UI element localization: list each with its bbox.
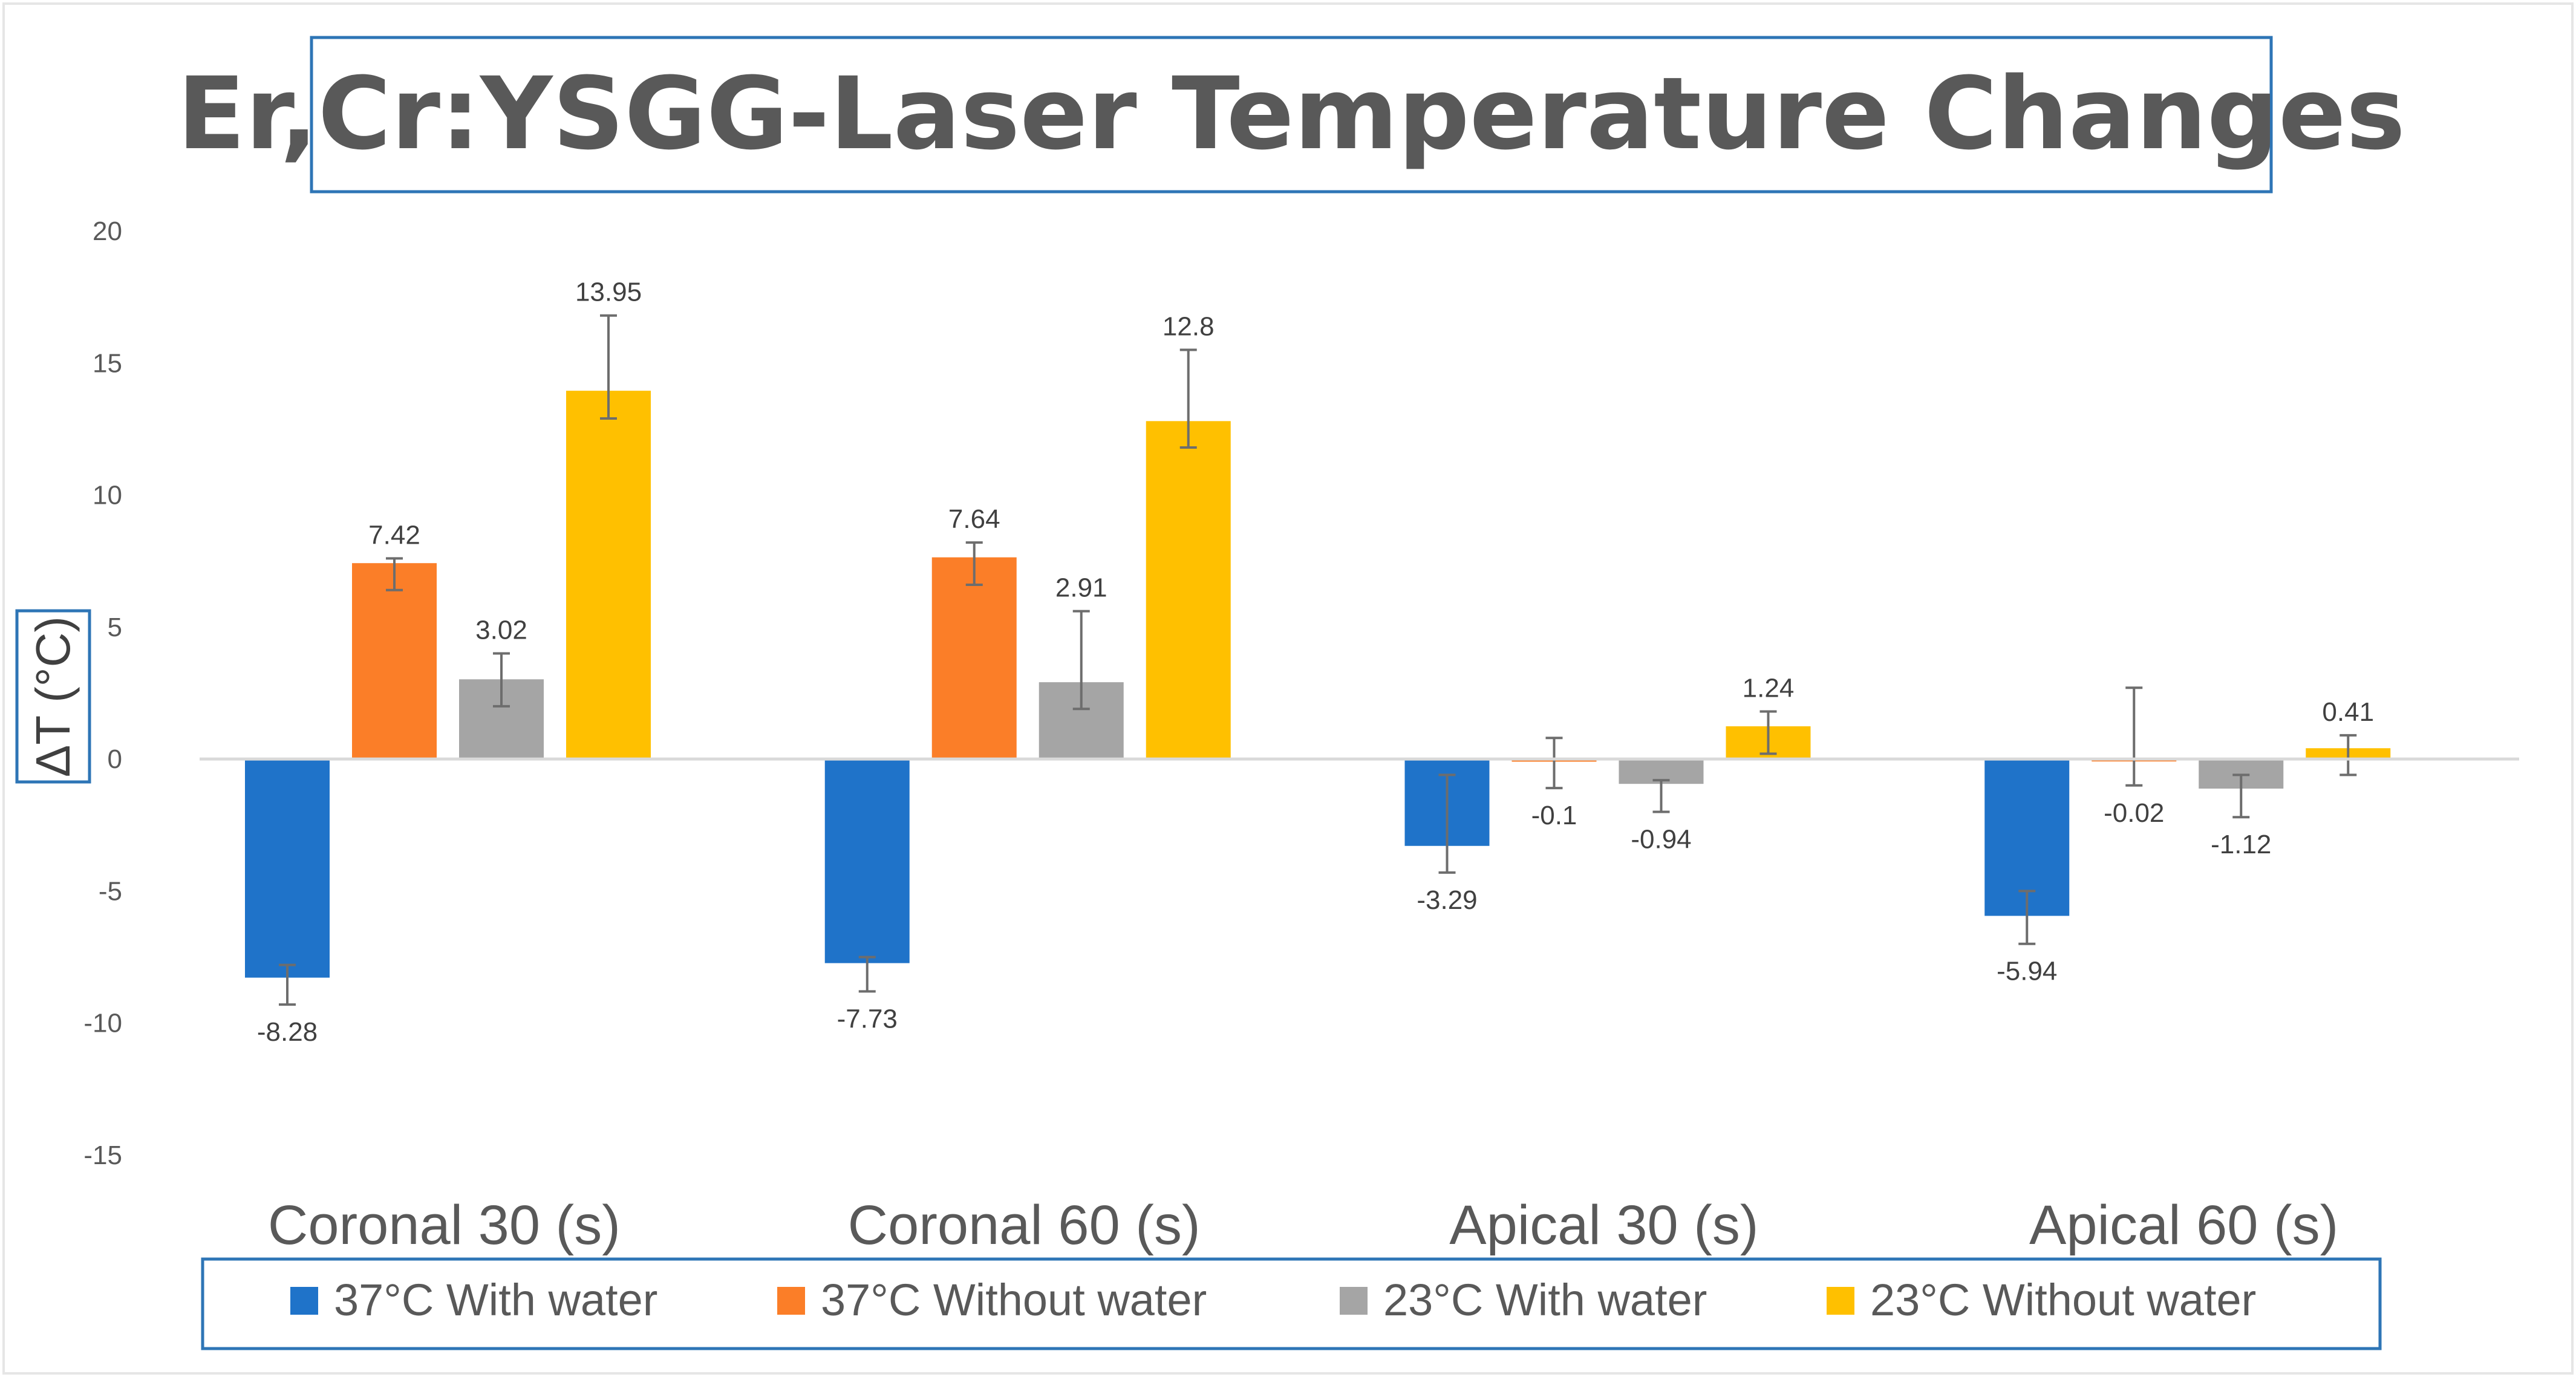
y-tick-label: 15 [93,348,122,378]
y-tick-label: 10 [93,481,122,510]
bar-series-group [245,391,2391,978]
legend-swatch [777,1287,805,1315]
data-label: 1.24 [1743,674,1795,703]
bar [824,759,910,963]
y-tick-label: 0 [108,744,122,774]
legend-entry: 23°C With water [1383,1275,1707,1325]
data-label: -1.12 [2211,830,2271,859]
bar [1984,759,2070,916]
data-label: 2.91 [1055,573,1107,603]
data-label: 0.41 [2322,697,2374,727]
data-label: -7.73 [837,1004,898,1034]
category-label: Apical 60 (s) [2029,1194,2338,1256]
data-label: 3.02 [475,616,527,645]
error-bar-group [279,314,2357,1006]
data-label: -5.94 [1997,957,2057,986]
category-label: Coronal 30 (s) [268,1194,621,1256]
data-label: -0.94 [1631,824,1691,854]
y-tick-label: 5 [108,613,122,642]
legend-swatch [290,1287,318,1315]
data-labels-group: -8.28 7.42 3.02 13.95 -7.73 7.64 2.91 12.8 -3.29… [257,278,2374,1047]
bar [566,391,651,760]
data-label: -3.29 [1417,885,1477,915]
y-tick-label: -15 [83,1141,122,1170]
legend-entry: 23°C Without water [1870,1275,2256,1325]
data-label: 12.8 [1162,311,1215,341]
y-tick-label: -10 [83,1009,122,1038]
data-label: 13.95 [575,278,642,307]
data-label: -0.02 [2104,798,2164,828]
data-label: 7.42 [368,520,420,550]
category-labels-group: Coronal 30 (s) Coronal 60 (s) Apical 30 (s… [268,1194,2338,1256]
y-tick-label: 20 [93,216,122,246]
y-tick-label: -5 [99,876,122,906]
bar [352,563,437,760]
bar [245,759,330,978]
legend-swatch [1340,1287,1368,1315]
legend-entry: 37°C Without water [821,1275,1207,1325]
y-axis-label: ΔT (°C) [26,616,80,777]
data-label: -8.28 [257,1017,318,1047]
y-axis-label-frame [15,609,91,784]
data-label: 7.64 [948,504,1000,534]
legend-swatch [1827,1287,1854,1315]
chart-title-box: Er,Cr:YSGG-Laser Temperature Changes [177,36,2405,194]
bar [1146,421,1231,760]
y-axis-label-box: ΔT (°C) [15,609,91,784]
category-label: Apical 30 (s) [1449,1194,1758,1256]
title-frame [310,36,2273,194]
legend: 37°C With water 37°C Without water 23°C Wi… [201,1257,2382,1350]
legend-entry: 37°C With water [334,1275,657,1325]
legend-frame [201,1257,2382,1350]
data-label: -0.1 [1531,801,1577,830]
bar [931,557,1017,760]
chart-title: Er,Cr:YSGG-Laser Temperature Changes [177,56,2405,172]
category-label: Coronal 60 (s) [848,1194,1201,1256]
y-axis-ticks: 20 15 10 5 0 -5 -10 -15 [83,216,122,1170]
